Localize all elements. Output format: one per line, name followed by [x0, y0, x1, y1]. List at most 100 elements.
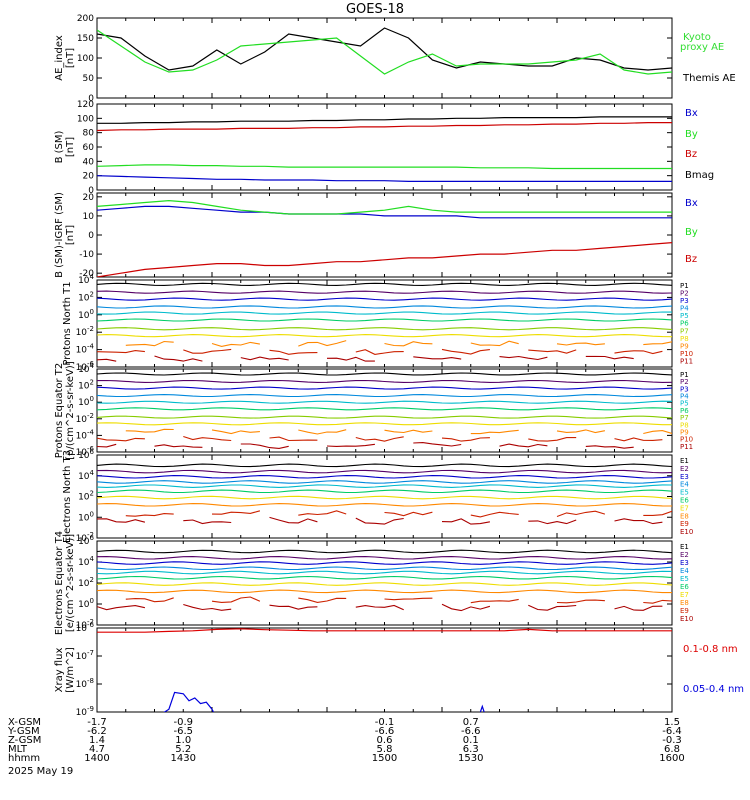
channel-line [97, 311, 672, 315]
data-layer [97, 199, 672, 277]
channel-line [441, 518, 491, 525]
series-line [97, 628, 672, 633]
channel-line [556, 599, 605, 604]
y-tick-label: 100 [78, 395, 94, 408]
channel-line [240, 443, 289, 449]
y-axis-label-text: B (SM) [54, 130, 65, 163]
x-axis-value: 0.7 [463, 717, 479, 728]
legend-label: P1 [680, 371, 689, 379]
legend-label: P2 [680, 378, 689, 386]
channel-line [384, 341, 433, 347]
y-tick-label: 0 [88, 94, 94, 104]
channel-line [97, 318, 672, 322]
series-line [479, 704, 485, 712]
channel-line [240, 356, 289, 361]
channel-line [643, 430, 672, 435]
x-axis-value: 1600 [659, 753, 684, 764]
x-axis-value: 5.2 [175, 744, 191, 755]
y-tick-label: 80 [83, 129, 95, 139]
legend-label: P4 [680, 393, 689, 401]
y-tick-label: 40 [83, 157, 95, 167]
legend-label: Bz [685, 254, 697, 265]
series-line [97, 175, 672, 182]
channel-line [125, 597, 174, 603]
x-axis-value: 5.8 [377, 744, 393, 755]
channel-line [528, 604, 577, 611]
legend-label: By [685, 129, 698, 140]
y-axis-unit-text: [nT] [65, 225, 76, 245]
legend-label: Bmag [685, 170, 714, 181]
y-tick-label: 10-6 [76, 621, 95, 634]
channel-line [614, 518, 663, 525]
channel-line [528, 437, 577, 442]
x-axis-row-label: hhmm [8, 753, 40, 764]
y-tick-label: 100 [77, 54, 94, 64]
channel-line [97, 415, 672, 419]
channel-line [298, 510, 347, 516]
channel-line [643, 341, 672, 346]
x-axis-value: 1530 [458, 753, 483, 764]
legend-label: E2 [680, 465, 689, 473]
y-tick-label: 50 [83, 74, 95, 84]
x-axis-value: 1400 [84, 753, 109, 764]
y-axis-label-text: Electrons Equator T4 [54, 531, 65, 635]
channel-line [643, 510, 672, 516]
legend-label: P5 [680, 400, 689, 408]
channel-line [97, 518, 146, 523]
channel-line [355, 349, 404, 355]
channel-line [298, 597, 347, 603]
channel-line [585, 355, 634, 360]
legend-label: Bx [685, 108, 698, 119]
y-tick-label: 60 [83, 143, 95, 153]
legend-label: P11 [680, 443, 693, 451]
channel-line [470, 598, 519, 604]
legend-label: E6 [680, 583, 689, 591]
channel-line [355, 604, 404, 611]
channel-line [97, 566, 672, 571]
legend-label: E4 [680, 481, 689, 489]
channel-line [384, 511, 433, 517]
channel-line [470, 511, 519, 518]
channel-line [470, 340, 519, 347]
legend-label: P3 [680, 385, 689, 393]
channel-line [585, 445, 634, 449]
series-line [97, 121, 672, 132]
channel-line [97, 422, 672, 426]
legend-label: E1 [680, 543, 689, 551]
legend-label: E9 [680, 607, 689, 615]
y-tick-label: 10-6 [76, 360, 95, 373]
legend-label: P10 [680, 350, 693, 358]
channel-line [97, 495, 672, 500]
y-tick-label: -10 [79, 250, 94, 260]
legend-label: proxy AE [680, 42, 724, 53]
channel-line [183, 348, 232, 354]
legend-label: P6 [680, 320, 689, 328]
channel-line [499, 355, 548, 361]
x-axis-value: 0.6 [377, 735, 393, 746]
series-line [97, 27, 672, 71]
channel-line [97, 350, 145, 354]
legend-label: P11 [680, 357, 693, 365]
y-tick-label: 106 [78, 448, 94, 461]
y-axis-label-text: Protons North T1 [62, 281, 73, 365]
legend-label: E7 [680, 504, 689, 512]
legend-label: By [685, 227, 698, 238]
x-axis-row-label: X-GSM [8, 717, 41, 728]
channel-line [211, 596, 261, 603]
x-axis-value: -6.6 [461, 726, 481, 737]
y-tick-label: 104 [78, 362, 94, 375]
legend-label: P7 [680, 414, 689, 422]
y-tick-label: 10-2 [76, 325, 94, 338]
channel-line [614, 350, 663, 355]
y-axis-label-text: Electrons North T3 [62, 450, 73, 543]
panel-frame [96, 192, 673, 278]
y-axis-label-text: Protons Equator T2 [54, 363, 65, 459]
legend-label: E3 [680, 559, 689, 567]
channel-line [269, 349, 318, 355]
channel-line [97, 561, 672, 565]
data-layer [97, 116, 672, 182]
channel-line [183, 519, 232, 525]
legend-label: E2 [680, 551, 689, 559]
y-tick-label: 150 [77, 34, 94, 44]
